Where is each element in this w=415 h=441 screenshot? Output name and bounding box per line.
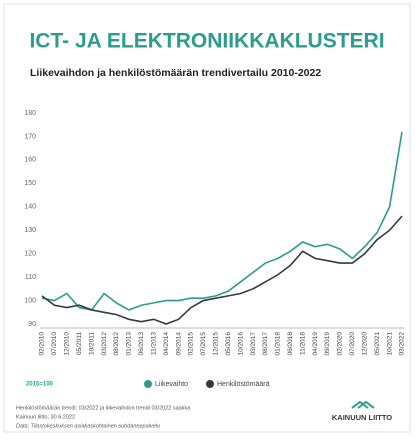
chart-title: ICT- JA ELEKTRONIIKKAKLUSTERI xyxy=(29,30,384,53)
y-tick-label: 140 xyxy=(24,204,36,211)
x-tick-label: 09/2019 xyxy=(324,332,331,356)
x-tick-label: 01/2013 xyxy=(126,332,133,356)
y-tick-label: 150 xyxy=(24,180,36,187)
x-tick-label: 03/2017 xyxy=(250,332,257,356)
x-tick-label: 05/2011 xyxy=(76,332,83,355)
base-note: 2015=100 xyxy=(26,382,54,388)
x-tick-label: 12/2010 xyxy=(64,332,71,356)
x-tick-label: 06/2018 xyxy=(287,332,294,356)
x-tick-label: 07/2015 xyxy=(200,332,207,356)
x-tick-label: 10/2021 xyxy=(386,332,393,356)
logo-icon xyxy=(351,400,375,409)
x-tick-label: 08/2017 xyxy=(262,332,269,356)
card xyxy=(3,3,411,433)
y-tick-label: 170 xyxy=(24,133,36,140)
y-tick-label: 100 xyxy=(24,297,36,304)
x-tick-label: 08/2012 xyxy=(113,332,120,356)
x-tick-label: 04/2019 xyxy=(312,332,319,356)
x-tick-label: 04/2014 xyxy=(163,332,170,356)
x-tick-label: 06/2013 xyxy=(138,332,145,356)
legend-marker xyxy=(206,380,214,388)
y-tick-label: 130 xyxy=(24,227,36,234)
y-tick-label: 180 xyxy=(24,110,36,117)
series-line xyxy=(41,215,403,325)
x-tick-label: 02/2020 xyxy=(337,332,344,356)
chart-subtitle: Liikevaihdon ja henkilöstömäärän trendiv… xyxy=(30,67,321,79)
x-tick-label: 09/2014 xyxy=(175,332,182,356)
x-tick-label: 03/2022 xyxy=(399,332,406,356)
legend-marker xyxy=(144,380,152,388)
x-tick-label: 11/2018 xyxy=(299,332,306,355)
x-tick-label: 02/2010 xyxy=(39,332,46,356)
x-tick-label: 12/2020 xyxy=(361,332,368,356)
x-tick-label: 07/2020 xyxy=(349,332,356,356)
x-tick-label: 02/2015 xyxy=(188,332,195,356)
footnote: Kainuun liitto, 30.6.2022 xyxy=(16,414,75,420)
x-tick-label: 05/2016 xyxy=(225,332,232,356)
x-tick-label: 10/2016 xyxy=(237,332,244,356)
footnote: Henkilöstömäärän trendi: 03/2022 ja liik… xyxy=(16,405,191,411)
y-tick-label: 110 xyxy=(25,274,36,281)
x-tick-label: 01/2018 xyxy=(275,332,282,356)
logo: KAINUUN LIITTO xyxy=(332,413,392,422)
legend-label: Henkilöstömäärä xyxy=(217,381,270,388)
y-tick-label: 160 xyxy=(24,157,36,164)
y-tick-label: 120 xyxy=(24,251,36,258)
series-line xyxy=(41,131,403,311)
y-tick-label: 90 xyxy=(28,321,36,328)
x-tick-label: 05/2021 xyxy=(374,332,381,356)
footnote: Data: Tilastokeskuksen asiakaskohtainen … xyxy=(16,423,160,429)
x-tick-label: 11/2013 xyxy=(150,332,157,355)
x-tick-label: 10/2011 xyxy=(88,332,95,355)
x-tick-label: 03/2012 xyxy=(101,332,108,356)
legend-label: Liikevaihto xyxy=(155,381,188,388)
x-tick-label: 12/2015 xyxy=(213,332,220,356)
x-tick-label: 07/2010 xyxy=(51,332,58,356)
